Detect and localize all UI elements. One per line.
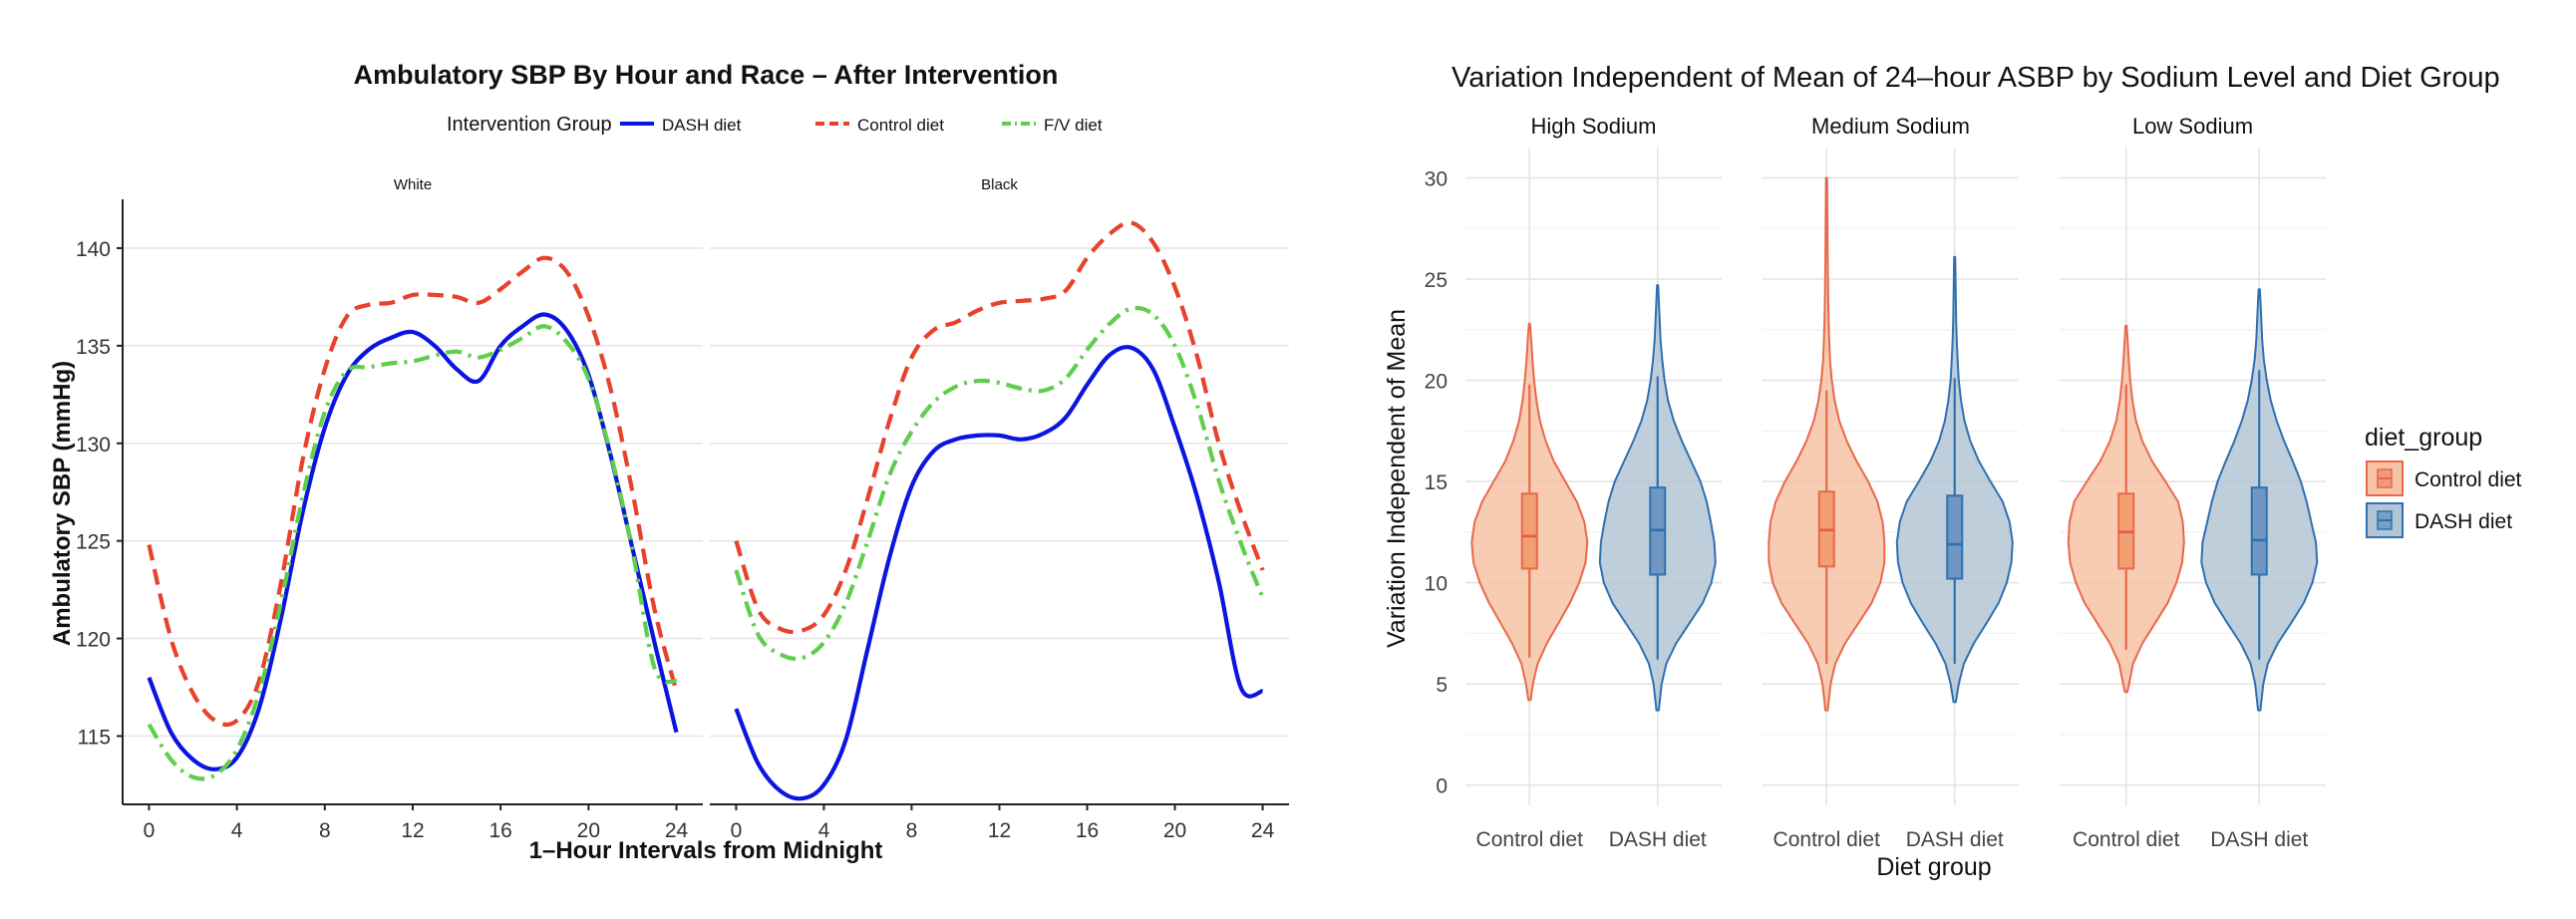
violin [2067, 324, 2185, 694]
y-tick-label: 115 [78, 726, 111, 749]
x-tick-label: Control diet [1773, 828, 1881, 851]
series-line [147, 312, 679, 771]
y-tick-label: 120 [76, 629, 111, 652]
violin [1768, 176, 1886, 712]
y-tick-label: 30 [1425, 167, 1448, 190]
x-tick-label: 12 [988, 819, 1011, 842]
y-axis-label: Variation Independent of Mean [1383, 309, 1411, 648]
y-tick-label: 125 [76, 531, 111, 554]
y-tick-label: 20 [1425, 371, 1448, 394]
y-tick-label: 140 [76, 238, 111, 261]
legend: Intervention Group DASH diet Control diet F… [447, 114, 1103, 136]
legend-entry: DASH diet [620, 116, 742, 135]
legend-label: Control diet [857, 116, 944, 135]
x-tick-label: 0 [731, 819, 743, 842]
x-tick-label: 16 [489, 819, 512, 842]
series-line [147, 324, 678, 781]
legend-title: Intervention Group [447, 114, 612, 136]
x-tick-label: 24 [665, 819, 689, 842]
iqr-box [1520, 492, 1538, 570]
series-line [734, 220, 1265, 635]
legend: diet_group Control diet DASH diet [2365, 424, 2522, 538]
iqr-box [1946, 494, 1964, 580]
legend-label: F/V diet [1044, 116, 1103, 135]
x-tick-label: DASH diet [1906, 828, 2004, 851]
x-tick-label: 20 [1163, 819, 1186, 842]
x-tick-label: 20 [577, 819, 600, 842]
panel-label: Medium Sodium [1811, 114, 1970, 139]
panel: White 115 120 125 130 135 140 0 4 8 12 16 20 24 [76, 176, 703, 842]
legend-entry: Control diet [2366, 460, 2522, 496]
x-tick-label: 4 [231, 819, 243, 842]
grid: 0 5 10 15 20 25 30 [1425, 167, 1448, 797]
panel-label: High Sodium [1531, 114, 1657, 139]
chart-title: Ambulatory SBP By Hour and Race – After … [354, 60, 1059, 90]
series-line [734, 345, 1264, 801]
panel: Black 0 4 8 12 16 20 24 [710, 176, 1289, 842]
x-tick-label: 4 [818, 819, 830, 842]
y-tick-label: 15 [1425, 471, 1448, 494]
y-tick-label: 25 [1425, 269, 1448, 292]
violin [1470, 322, 1589, 702]
x-tick-label: Control diet [1476, 828, 1584, 851]
y-tick-label: 0 [1436, 775, 1448, 798]
x-tick-label: 8 [906, 819, 918, 842]
panel-label: Low Sodium [2132, 114, 2253, 139]
panel: Low Sodium Control diet DASH diet [2060, 114, 2326, 851]
legend-label: DASH diet [2415, 510, 2512, 533]
legend-entry: DASH diet [2366, 502, 2512, 538]
legend-label: DASH diet [662, 116, 742, 135]
x-tick-label: DASH diet [1609, 828, 1707, 851]
series-line [734, 305, 1265, 661]
line-chart: Ambulatory SBP By Hour and Race – After … [49, 60, 1289, 864]
violin [1895, 255, 2014, 704]
y-axis-label: Ambulatory SBP (mmHg) [49, 361, 76, 646]
legend-entry: F/V diet [1002, 116, 1103, 135]
violin [2200, 288, 2319, 712]
panel-label: Black [981, 176, 1018, 193]
series-line [147, 255, 679, 728]
y-tick-label: 5 [1436, 674, 1448, 697]
panel: High Sodium Control diet DASH diet [1465, 114, 1722, 851]
violin-chart: Variation Independent of Mean of 24–hour… [1383, 62, 2522, 881]
x-tick-label: 24 [1251, 819, 1275, 842]
x-tick-label: DASH diet [2210, 828, 2308, 851]
iqr-box [2250, 486, 2268, 576]
x-tick-label: 8 [319, 819, 331, 842]
legend-entry: Control diet [815, 116, 944, 135]
chart-panels: White 115 120 125 130 135 140 0 4 8 12 16 20 24 Black 0… [76, 176, 1289, 842]
x-tick-label: 16 [1076, 819, 1099, 842]
y-tick-label: 130 [76, 434, 111, 457]
y-tick-label: 10 [1425, 573, 1448, 596]
x-tick-label: 0 [144, 819, 156, 842]
legend-title: diet_group [2365, 424, 2482, 452]
x-tick-label: 12 [401, 819, 424, 842]
y-tick-label: 135 [76, 336, 111, 359]
x-axis-label: 1–Hour Intervals from Midnight [529, 837, 883, 864]
chart-title: Variation Independent of Mean of 24–hour… [1451, 62, 2500, 94]
panel-label: White [394, 176, 432, 193]
panel: Medium Sodium Control diet DASH diet [1763, 114, 2019, 851]
x-axis-label: Diet group [1876, 853, 1991, 881]
x-tick-label: Control diet [2073, 828, 2180, 851]
legend-label: Control diet [2415, 468, 2522, 491]
violin [1598, 284, 1717, 712]
